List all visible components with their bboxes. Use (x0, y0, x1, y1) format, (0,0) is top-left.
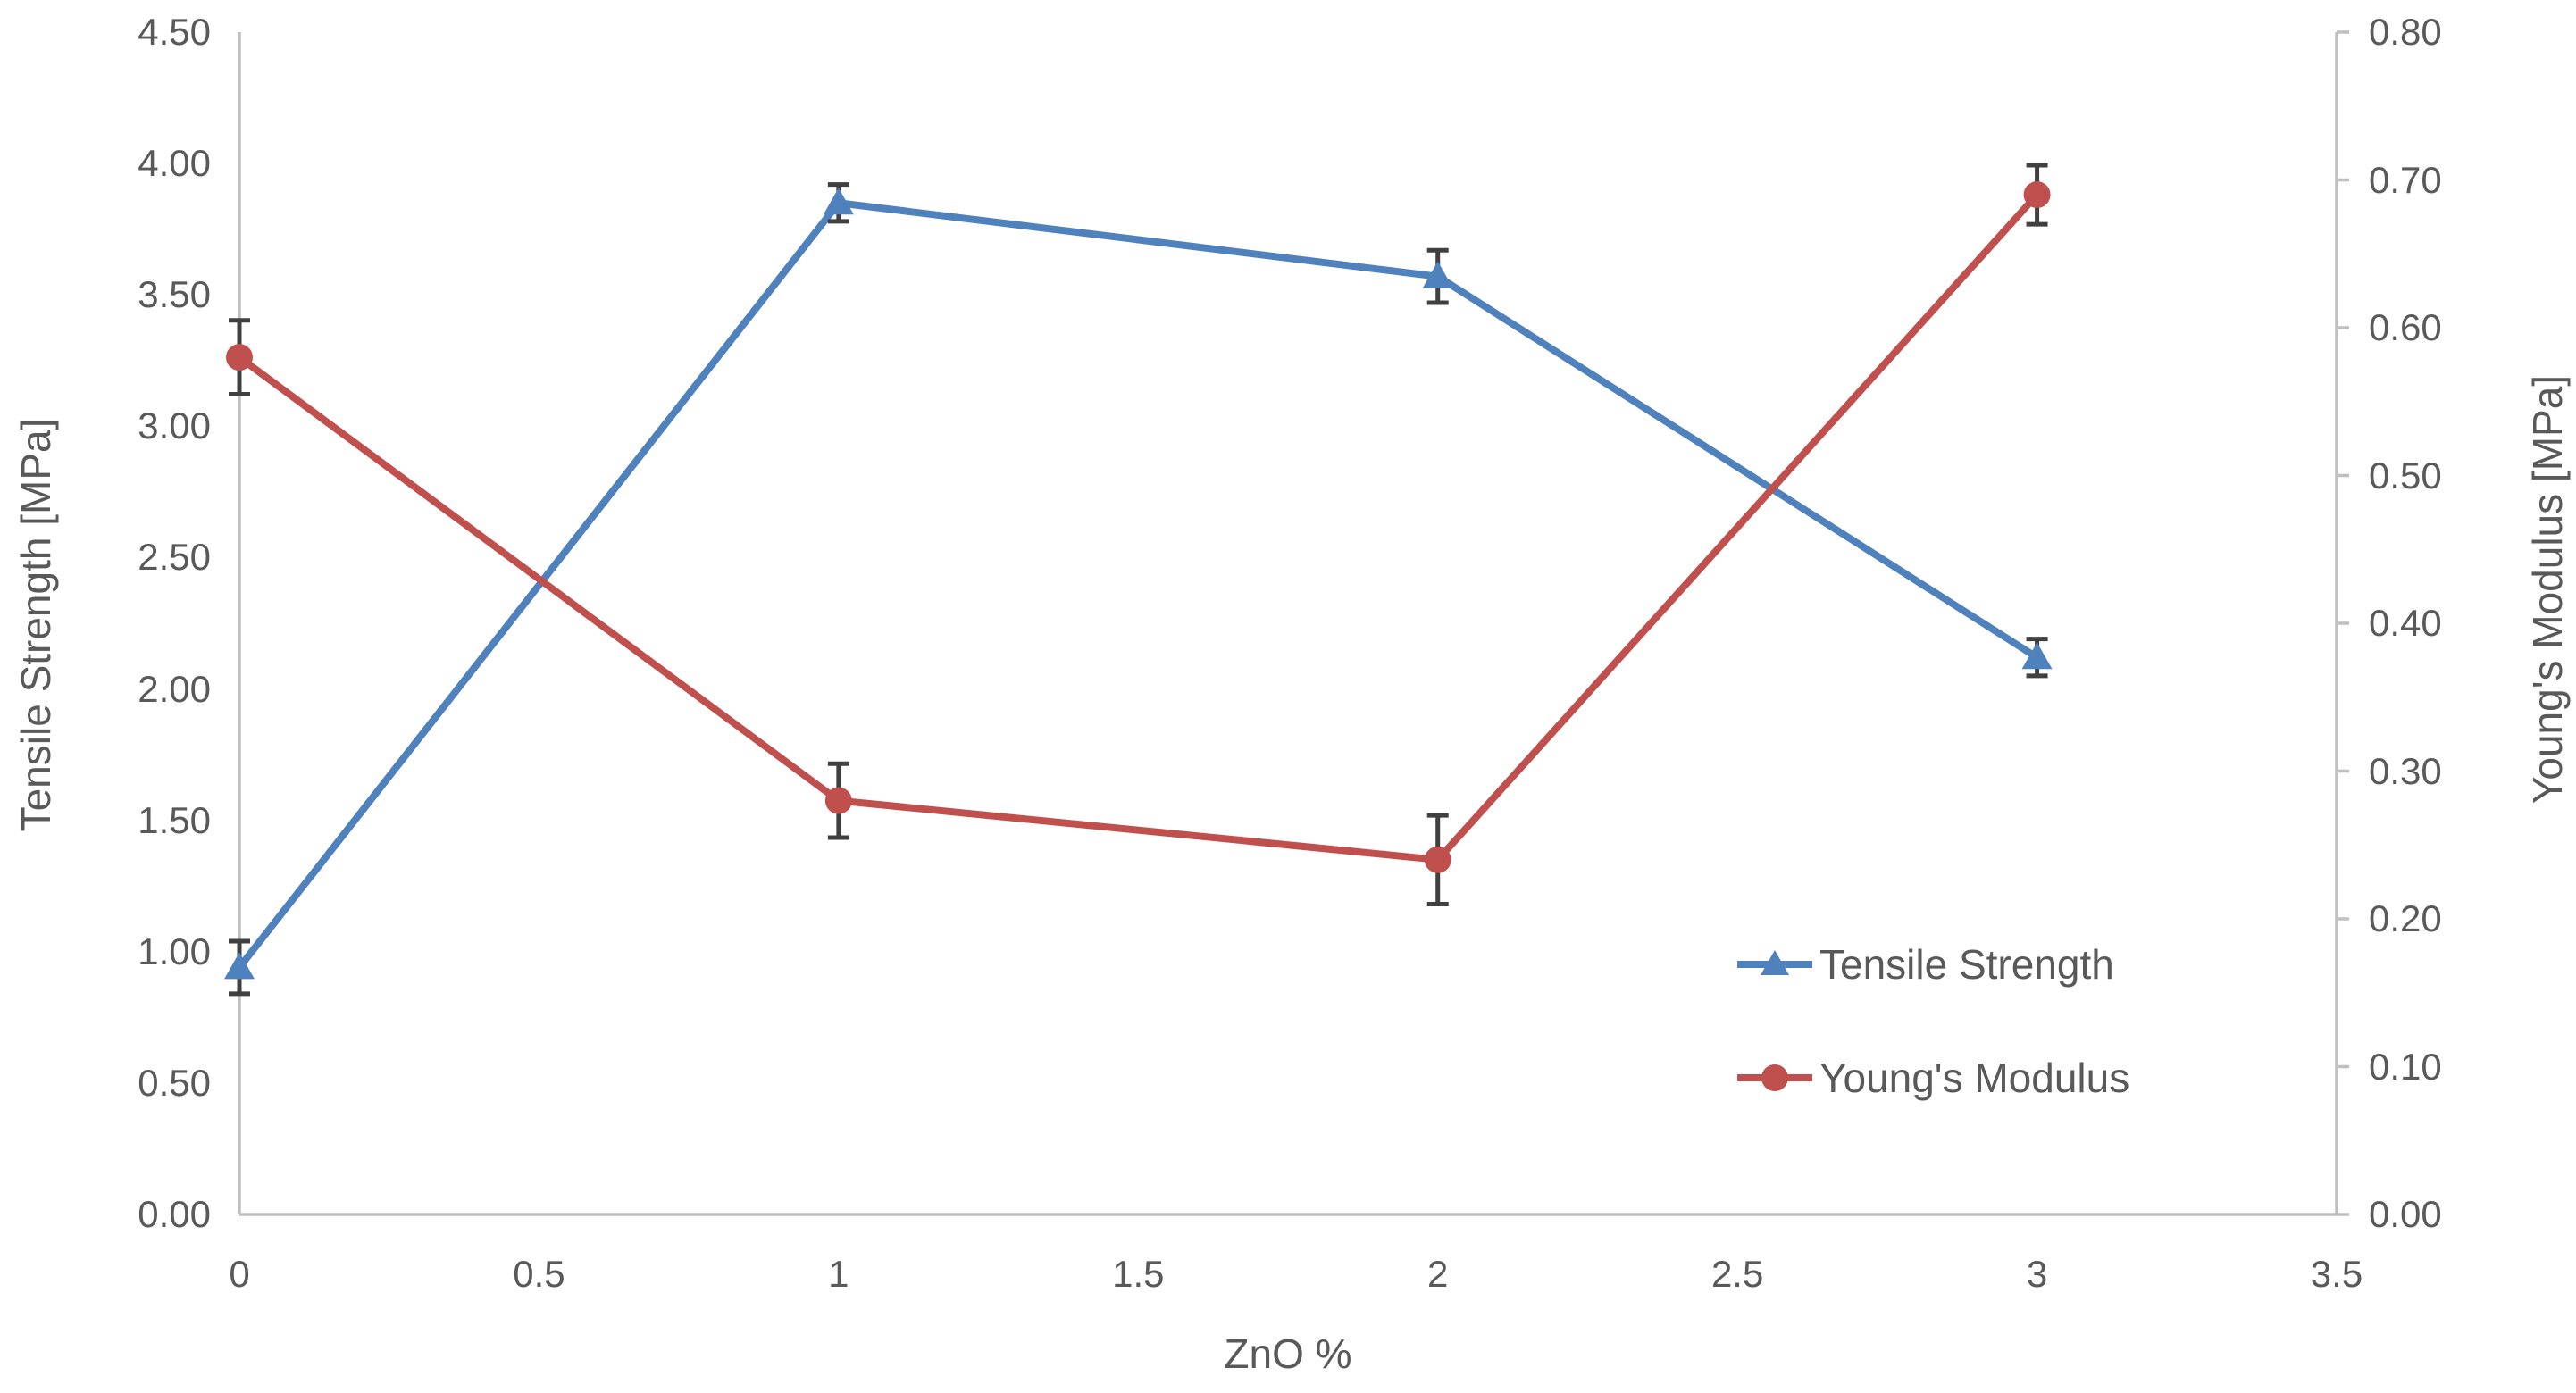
x-axis-tick-label: 1.5 (1112, 1253, 1165, 1295)
youngs-modulus-legend-marker-icon (1737, 1064, 1812, 1091)
right-axis-tick-label: 0.30 (2369, 749, 2442, 792)
x-axis-tick-label: 0 (229, 1253, 250, 1295)
legend-label-youngs-modulus: Young's Modulus (1819, 1055, 2130, 1101)
x-axis-tick-label: 2 (1427, 1253, 1449, 1295)
left-axis-tick-label: 0.50 (138, 1061, 211, 1104)
right-axis-tick-label: 0.60 (2369, 306, 2442, 348)
left-axis-tick-label: 2.50 (138, 536, 211, 579)
x-axis-tick-label: 3 (2026, 1253, 2048, 1295)
left-axis-tick-label: 1.00 (138, 930, 211, 972)
left-axis-tick-label: 4.50 (138, 11, 211, 53)
x-axis-title: ZnO % (1224, 1330, 1352, 1377)
left-axis-tick-label: 3.00 (138, 405, 211, 447)
left-axis-tick-label: 1.50 (138, 798, 211, 841)
right-axis-tick-label: 0.00 (2369, 1193, 2442, 1235)
right-axis-title: Young's Modulus [MPa] (2524, 374, 2571, 805)
legend-item-tensile-strength: Tensile Strength (1735, 942, 2114, 987)
legend-label-tensile-strength: Tensile Strength (1819, 941, 2114, 988)
right-axis-tick-label: 0.10 (2369, 1045, 2442, 1088)
x-axis-tick-label: 3.5 (2310, 1253, 2363, 1295)
legend-item-youngs-modulus: Young's Modulus (1735, 1055, 2129, 1100)
left-axis-tick-label: 4.00 (138, 142, 211, 185)
left-axis-tick-label: 3.50 (138, 273, 211, 316)
left-axis-tick-label: 0.00 (138, 1193, 211, 1235)
right-axis-tick-label: 0.80 (2369, 11, 2442, 53)
right-axis-tick-label: 0.40 (2369, 602, 2442, 644)
tensile-strength-legend-marker-icon (1737, 950, 1812, 975)
x-axis-tick-label: 1 (828, 1253, 849, 1295)
right-axis-tick-label: 0.70 (2369, 158, 2442, 201)
left-axis-tick-label: 2.00 (138, 667, 211, 710)
x-axis-tick-label: 0.5 (513, 1253, 565, 1295)
x-axis-tick-label: 2.5 (1710, 1253, 1764, 1295)
right-axis-tick-label: 0.20 (2369, 897, 2442, 939)
right-axis-tick-label: 0.50 (2369, 454, 2442, 496)
left-axis-title: Tensile Strength [MPa] (13, 418, 59, 832)
